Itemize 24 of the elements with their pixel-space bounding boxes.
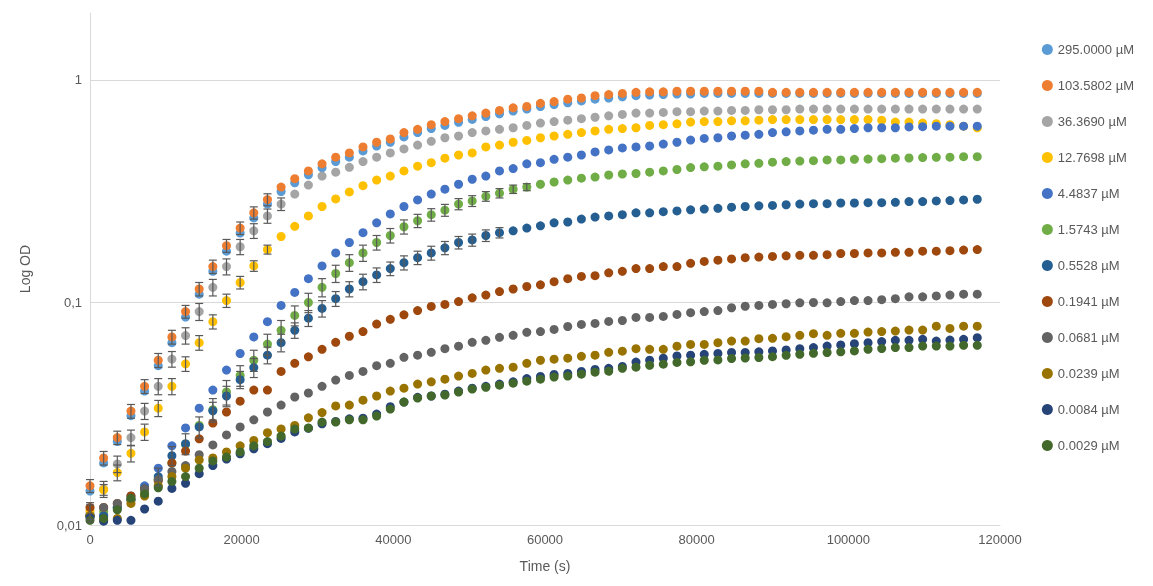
legend-label: 0.0681 µM	[1057, 330, 1120, 345]
legend-label: 12.7698 µM	[1057, 150, 1127, 165]
x-tick-label: 80000	[678, 532, 715, 547]
x-tick-label: 100000	[826, 532, 871, 547]
y-tick-label: 0,1	[63, 294, 82, 310]
legend-label: 295.0000 µM	[1057, 42, 1134, 57]
legend-label: 0.0029 µM	[1057, 438, 1120, 453]
legend-label: 0.1941 µM	[1057, 294, 1120, 309]
y-tick-label: 1	[74, 72, 82, 88]
x-tick-label: 20000	[223, 532, 260, 547]
y-axis-title: Log OD	[17, 244, 33, 294]
legend-label: 0.5528 µM	[1057, 258, 1120, 273]
legend-label: 103.5802 µM	[1057, 78, 1134, 93]
legend-label: 0.0084 µM	[1057, 402, 1120, 417]
x-tick-label: 0	[86, 532, 94, 547]
x-tick-label: 60000	[526, 532, 564, 547]
x-axis-title: Time (s)	[519, 558, 571, 574]
legend-label: 36.3690 µM	[1057, 114, 1127, 129]
x-tick-label: 120000	[978, 532, 1022, 547]
y-tick-label: 0,01	[56, 517, 82, 533]
legend-label: 4.4837 µM	[1057, 186, 1120, 201]
x-tick-label: 40000	[375, 532, 412, 547]
legend-label: 1.5743 µM	[1057, 222, 1120, 237]
legend-label: 0.0239 µM	[1057, 366, 1120, 381]
